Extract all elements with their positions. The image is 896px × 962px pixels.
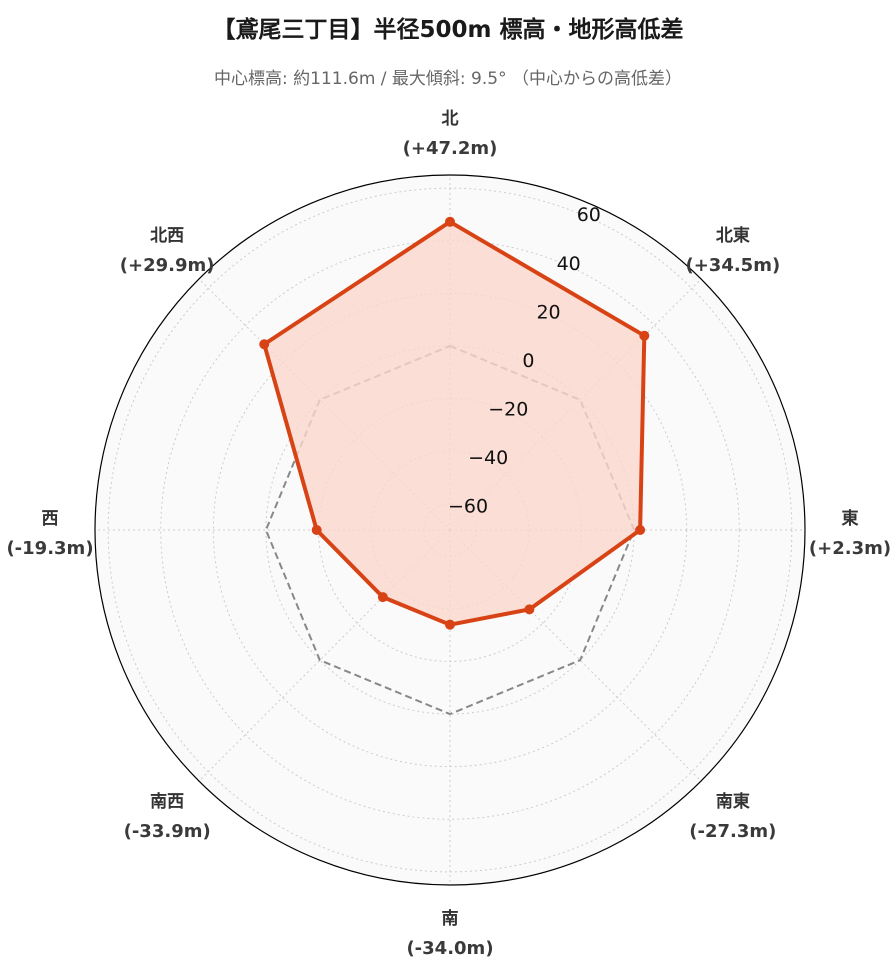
direction-value-label: (-33.9m) (124, 821, 211, 842)
data-point (445, 216, 455, 227)
data-point (639, 330, 650, 341)
grid-spoke (198, 529, 451, 782)
direction-label: 北西 (150, 226, 184, 246)
grid-spoke (198, 278, 451, 531)
radial-tick-label: −40 (468, 447, 508, 469)
series-fill (264, 221, 645, 625)
direction-value-label: (+29.9m) (120, 255, 215, 276)
chart-title: 【鳶尾三丁目】半径500m 標高・地形高低差 (212, 17, 684, 43)
data-point (311, 525, 322, 535)
direction-value-label: (-34.0m) (406, 938, 493, 959)
direction-label: 南 (442, 908, 459, 929)
direction-value-label: (-19.3m) (6, 538, 93, 559)
radial-tick-label: 20 (536, 301, 560, 323)
data-point (524, 604, 535, 615)
direction-value-label: (+2.3m) (809, 538, 891, 559)
direction-label: 北 (442, 109, 459, 129)
chart-subtitle: 中心標高: 約111.6m / 最大傾斜: 9.5° （中心からの高低差） (214, 69, 682, 89)
direction-label: 東 (842, 508, 859, 529)
direction-label: 北東 (716, 225, 750, 246)
radial-tick-label: 60 (577, 204, 601, 226)
direction-value-label: (+34.5m) (685, 255, 780, 276)
grid-spoke (449, 529, 702, 782)
direction-value-label: (-27.3m) (689, 821, 776, 842)
data-point (635, 525, 646, 535)
radial-tick-label: 40 (557, 253, 581, 275)
outer-boundary (94, 174, 806, 886)
direction-label: 南東 (716, 791, 750, 812)
radial-tick-label: −20 (488, 399, 528, 421)
data-point (377, 592, 388, 603)
data-point (445, 619, 455, 630)
direction-label: 西 (42, 509, 59, 529)
direction-label: 南西 (150, 791, 184, 812)
direction-value-label: (+47.2m) (403, 138, 498, 159)
radial-tick-label: −60 (448, 496, 488, 518)
radial-tick-label: 0 (522, 350, 534, 372)
data-point (259, 339, 270, 350)
grid-spoke (449, 278, 702, 531)
grid-ring (160, 240, 740, 820)
